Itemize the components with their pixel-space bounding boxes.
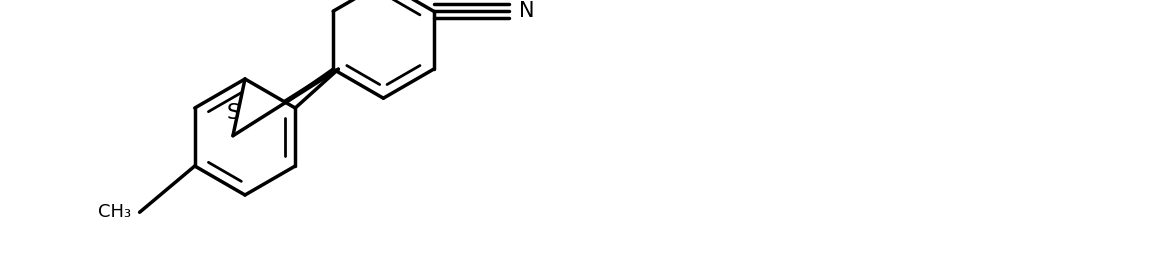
Text: N: N — [519, 1, 535, 21]
Text: S: S — [227, 103, 240, 123]
Text: CH₃: CH₃ — [99, 203, 132, 221]
